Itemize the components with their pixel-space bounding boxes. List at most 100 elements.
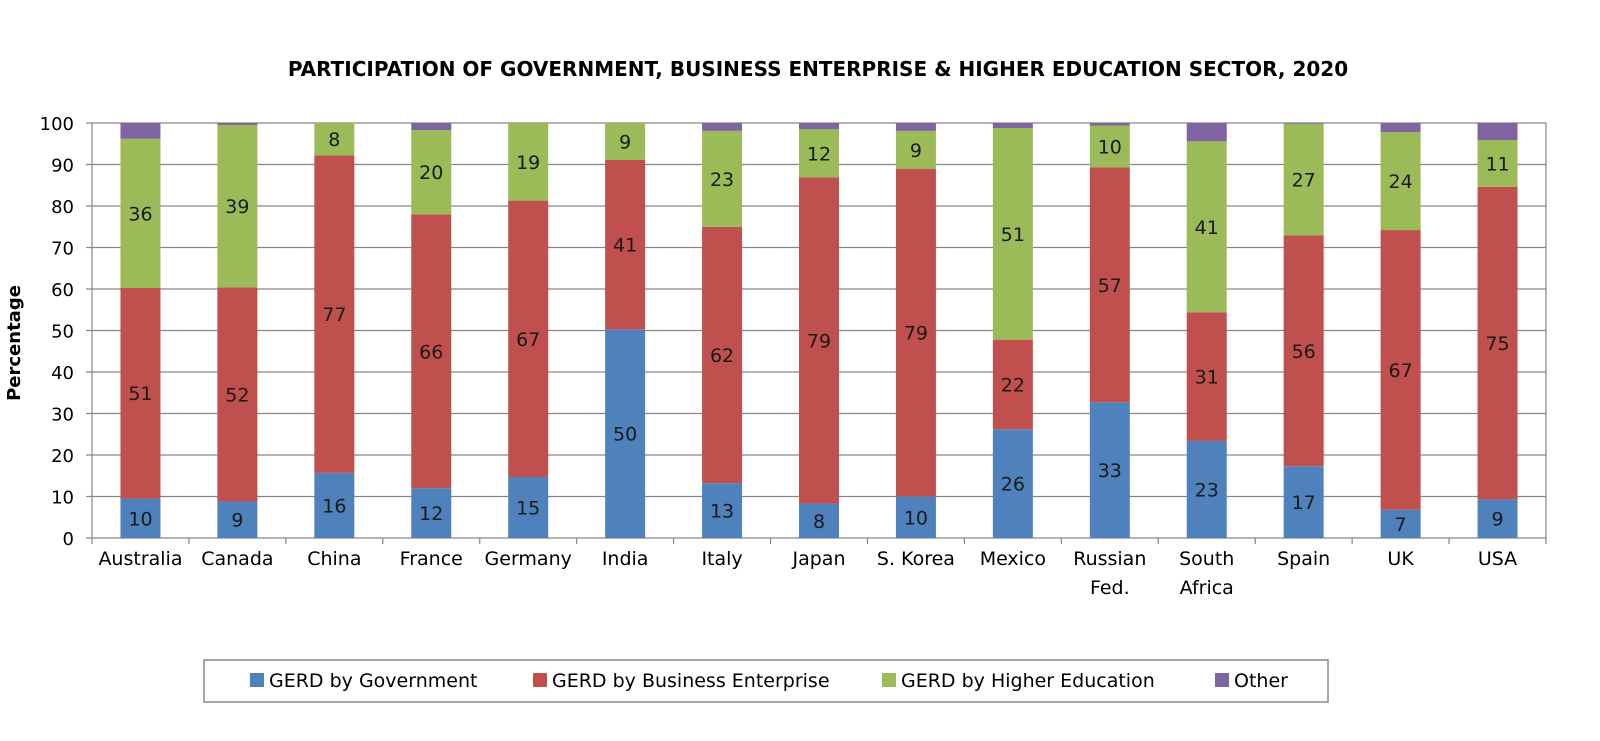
data-label: 39 (225, 196, 249, 218)
y-tick-label: 80 (51, 197, 74, 218)
y-tick-label: 0 (63, 529, 74, 550)
bar-segment (1089, 402, 1130, 538)
bar-segment (992, 123, 1033, 128)
bar-segment (1283, 123, 1324, 236)
bar-segment (217, 125, 258, 288)
bar-segment (1477, 123, 1518, 141)
x-tick-label: Spain (1277, 548, 1330, 570)
data-label: 19 (516, 152, 540, 174)
data-label: 79 (904, 323, 928, 345)
bar-segment (1283, 466, 1324, 538)
data-label: 23 (1195, 479, 1219, 501)
data-label: 10 (1098, 136, 1122, 158)
y-tick-label: 70 (51, 239, 74, 260)
bar-segment (1283, 123, 1324, 124)
bar-segment (1477, 140, 1518, 187)
data-label: 9 (910, 140, 922, 162)
legend-swatch (1215, 673, 1229, 687)
y-tick-label: 100 (40, 114, 74, 135)
bar-segment (702, 130, 743, 227)
legend-box (203, 659, 1329, 703)
x-tick-label: Africa (1180, 577, 1234, 599)
data-label: 17 (1292, 492, 1316, 514)
x-tick-label: Mexico (980, 548, 1046, 570)
data-label: 22 (1001, 374, 1025, 396)
bar-segment (799, 503, 839, 538)
bar-segment (992, 127, 1033, 340)
bar-segment (314, 155, 355, 473)
bar-segment (1089, 125, 1130, 168)
data-label: 67 (1389, 360, 1413, 382)
x-tick-label: South (1179, 548, 1234, 570)
data-label: 24 (1389, 171, 1413, 193)
bar-segment (702, 123, 743, 131)
data-label: 66 (419, 341, 443, 363)
bar-segment (508, 200, 549, 477)
data-label: 27 (1292, 170, 1316, 192)
x-axis-tick-labels: Australia Canada China France Germany India It… (98, 548, 1517, 599)
data-label: 12 (419, 503, 443, 525)
legend-swatch (250, 673, 264, 687)
bar-segment (314, 472, 355, 538)
y-tick-label: 10 (51, 488, 74, 509)
data-label: 13 (710, 501, 734, 523)
x-tick-label: China (307, 548, 361, 570)
data-label: 7 (1395, 514, 1407, 536)
y-axis-label: Percentage (4, 285, 25, 401)
data-label: 10 (904, 507, 928, 529)
bar-segment (1380, 509, 1421, 538)
x-tick-label: Australia (98, 548, 182, 570)
y-tick-label: 90 (51, 156, 74, 177)
legend-label: GERD by Higher Education (901, 670, 1155, 692)
bar-segment (702, 226, 743, 484)
legend: GERD by Government GERD by Business Enter… (203, 659, 1329, 703)
bar-segment (508, 476, 549, 538)
x-tick-label: Germany (485, 548, 572, 570)
bar-segment (1186, 440, 1227, 538)
y-tick-label: 50 (51, 322, 74, 343)
x-tick-label: Japan (792, 548, 846, 570)
data-label: 56 (1292, 341, 1316, 363)
x-tick-label: Russian (1073, 548, 1146, 570)
data-label: 33 (1098, 460, 1122, 482)
y-tick-label: 60 (51, 280, 74, 301)
bar-segment (799, 129, 839, 178)
data-label: 31 (1195, 367, 1219, 389)
data-label: 75 (1485, 333, 1509, 355)
bar-segment (895, 496, 936, 538)
y-tick-label: 30 (51, 405, 74, 426)
bar-segment (895, 130, 936, 169)
data-label: 9 (1491, 509, 1503, 531)
bar-segment (799, 123, 839, 130)
bar-segment (895, 168, 936, 497)
data-label: 50 (613, 424, 637, 446)
bar-segment (1186, 141, 1227, 313)
bar-segment (605, 159, 646, 330)
bar-segment (1283, 235, 1324, 467)
bar-segment (217, 123, 258, 126)
bar-segment (1186, 123, 1227, 142)
bar-segment (411, 123, 452, 131)
legend-label: GERD by Government (269, 670, 477, 692)
data-label: 11 (1485, 153, 1509, 175)
data-label: 41 (1195, 217, 1219, 239)
data-label: 67 (516, 329, 540, 351)
bar-segment (508, 123, 549, 201)
data-label: 10 (128, 508, 152, 530)
bar-segment (992, 429, 1033, 538)
data-label: 79 (807, 330, 831, 352)
bar-segment (120, 123, 161, 139)
bar-segment (992, 339, 1033, 430)
bar-segment (1089, 167, 1130, 403)
bar-segment (1477, 186, 1518, 500)
bar-segment (895, 123, 936, 131)
bar-segment (411, 214, 452, 489)
x-tick-label: India (602, 548, 649, 570)
legend-swatch (882, 673, 896, 687)
y-tick-label: 40 (51, 363, 74, 384)
bar-segment (605, 123, 646, 160)
bar-segment (217, 287, 258, 502)
bar-segment (217, 501, 258, 538)
data-label: 51 (128, 383, 152, 405)
